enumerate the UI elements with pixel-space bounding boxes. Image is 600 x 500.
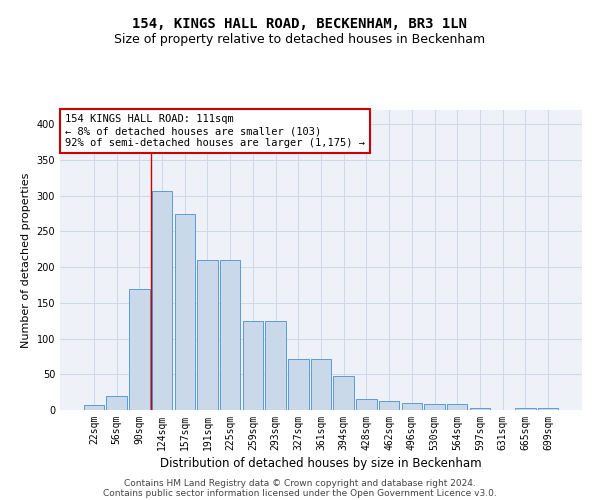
X-axis label: Distribution of detached houses by size in Beckenham: Distribution of detached houses by size …: [160, 457, 482, 470]
Bar: [220, 260, 241, 410]
Bar: [152, 190, 172, 410]
Bar: [334, 376, 354, 410]
Text: 154, KINGS HALL ROAD, BECKENHAM, BR3 1LN: 154, KINGS HALL ROAD, BECKENHAM, BR3 1LN: [133, 18, 467, 32]
Bar: [515, 408, 536, 410]
Bar: [424, 404, 445, 410]
Text: Size of property relative to detached houses in Beckenham: Size of property relative to detached ho…: [115, 32, 485, 46]
Bar: [106, 396, 127, 410]
Bar: [379, 400, 400, 410]
Bar: [401, 403, 422, 410]
Bar: [356, 400, 377, 410]
Bar: [175, 214, 195, 410]
Text: Contains HM Land Registry data © Crown copyright and database right 2024.: Contains HM Land Registry data © Crown c…: [124, 478, 476, 488]
Bar: [84, 405, 104, 410]
Y-axis label: Number of detached properties: Number of detached properties: [21, 172, 31, 348]
Bar: [242, 320, 263, 410]
Bar: [197, 260, 218, 410]
Bar: [288, 358, 308, 410]
Text: Contains public sector information licensed under the Open Government Licence v3: Contains public sector information licen…: [103, 488, 497, 498]
Bar: [470, 408, 490, 410]
Bar: [538, 408, 558, 410]
Text: 154 KINGS HALL ROAD: 111sqm
← 8% of detached houses are smaller (103)
92% of sem: 154 KINGS HALL ROAD: 111sqm ← 8% of deta…: [65, 114, 365, 148]
Bar: [447, 404, 467, 410]
Bar: [311, 358, 331, 410]
Bar: [129, 288, 149, 410]
Bar: [265, 320, 286, 410]
